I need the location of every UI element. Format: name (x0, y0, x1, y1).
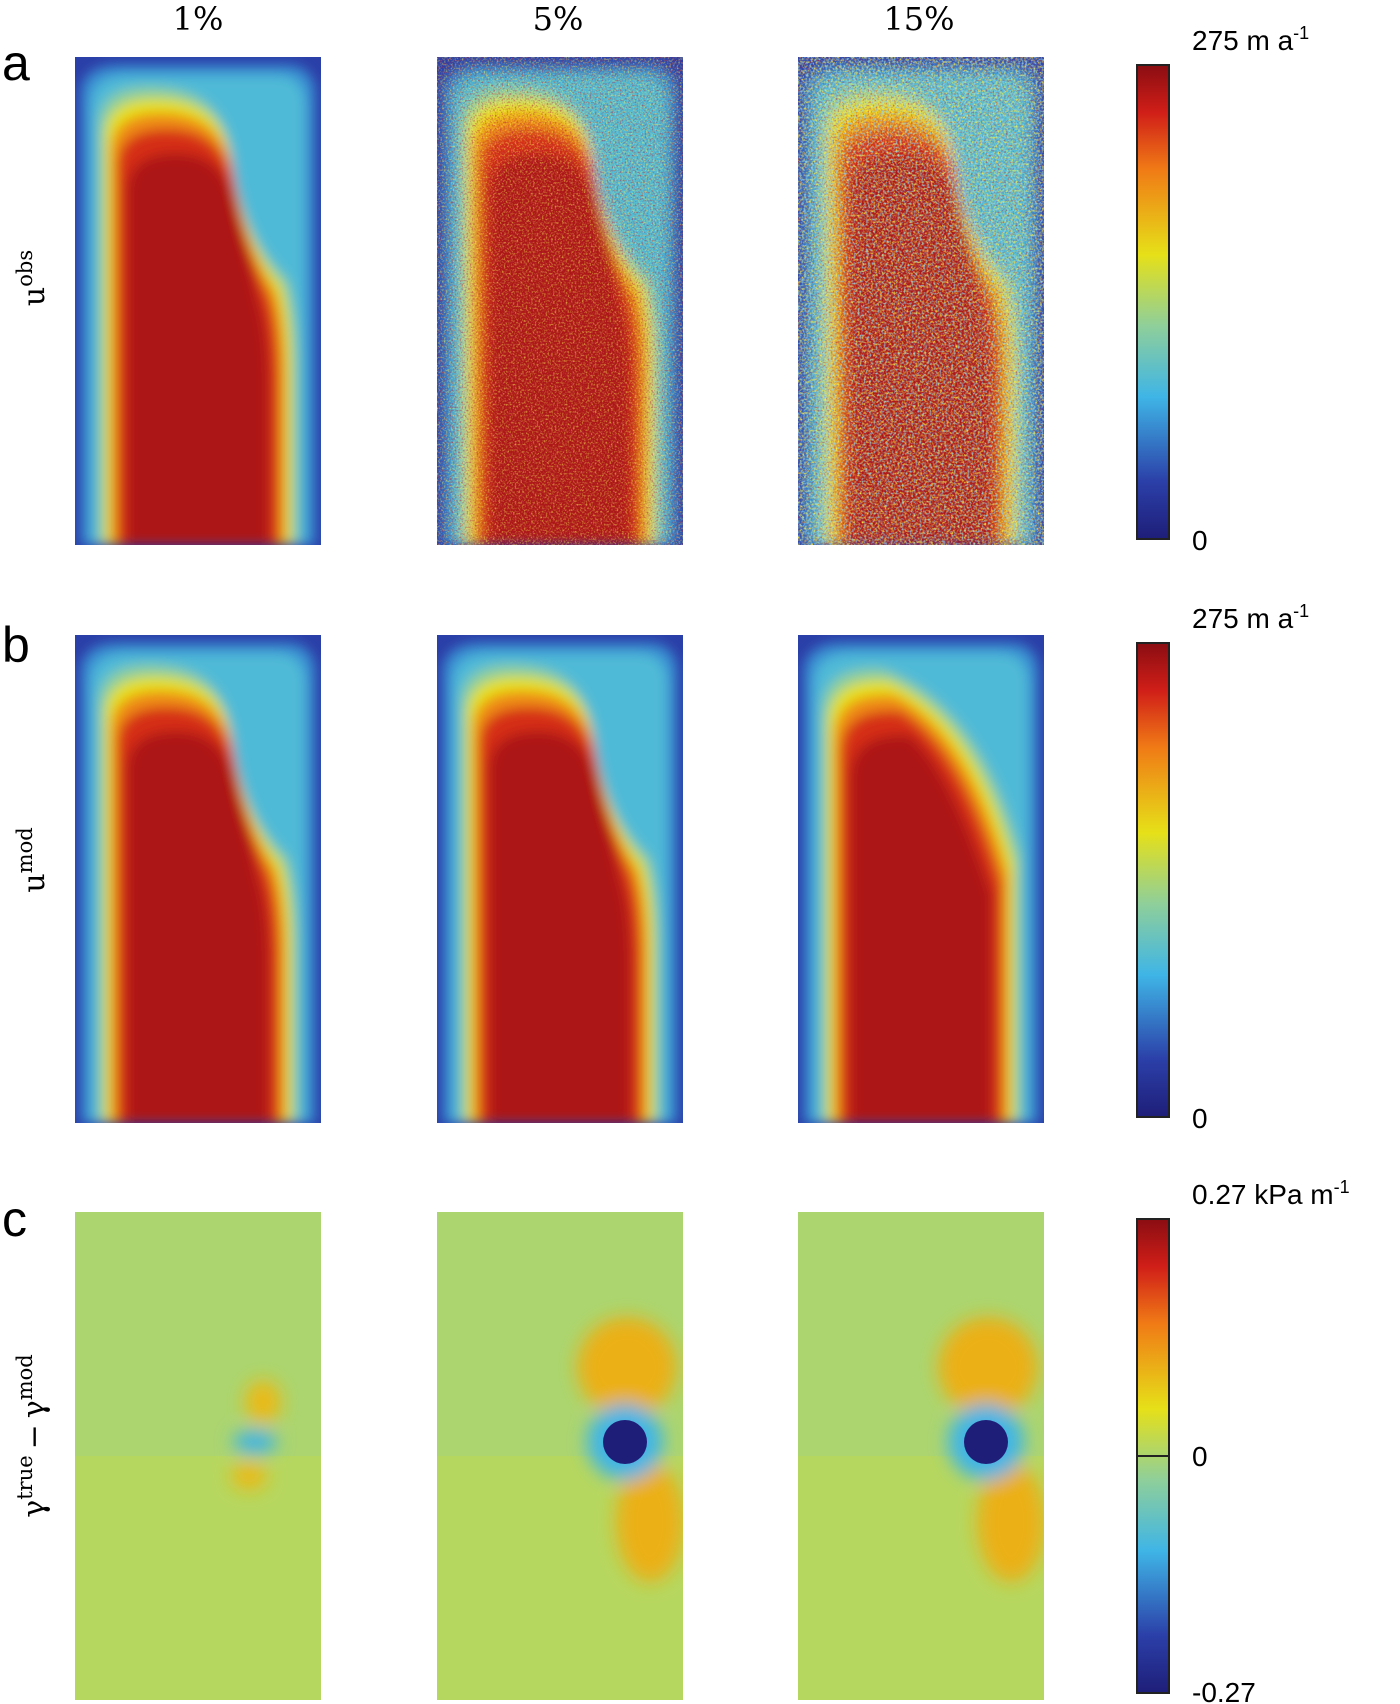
row-label-a-base: u (17, 287, 52, 306)
row-label-c-base: γ (17, 1500, 52, 1518)
panel-b-5pct (437, 635, 683, 1123)
panel-b-15pct-contour-7 (850, 734, 992, 1123)
svg-text:0.27 kPa m-1: 0.27 kPa m-1 (1192, 1177, 1350, 1210)
colorbar-c-min-label: -0.27 (1192, 1677, 1256, 1704)
panel-c-5pct-lower-lobe (616, 1462, 683, 1582)
panel-a-5pct-noise-dark (437, 57, 683, 545)
panel-c-1pct-lower-tone (75, 1456, 321, 1700)
column-header-2: 5% (533, 0, 584, 38)
row-label-c-base2: γ (17, 1400, 52, 1418)
colorbar-b-max-label: 275 m a (1192, 603, 1294, 634)
panel-a-15pct-noise-cool (798, 57, 1044, 545)
panel-grid (75, 57, 1044, 1700)
colorbar-a-max-sup: -1 (1293, 23, 1309, 43)
panel-c-5pct-upper-lobe (577, 1317, 677, 1417)
row-label-c-sup2: mod (13, 1354, 37, 1400)
panel-c-1pct (75, 1212, 321, 1700)
column-header-1: 1% (173, 0, 224, 38)
panel-c-15pct-lower-lobe (977, 1462, 1044, 1582)
row-label-a-sup: obs (13, 250, 37, 287)
svg-text:γtrue−γmod: γtrue−γmod (13, 1354, 52, 1517)
panel-c-1pct-minimum (233, 1430, 277, 1454)
colorbar-b-max-sup: -1 (1293, 601, 1309, 621)
row-label-b-sup: mod (13, 827, 37, 873)
colorbar-b-min-label: 0 (1192, 1103, 1208, 1134)
panel-c-15pct-upper-lobe (938, 1317, 1038, 1417)
panel-b-1pct-contour-7 (127, 731, 269, 1123)
colorbar-c-mid-label: 0 (1192, 1441, 1208, 1472)
colorbar-c-max-label: 0.27 kPa m (1192, 1179, 1334, 1210)
panel-c-1pct-lower-lobe (231, 1462, 267, 1490)
row-label-a: uobs (13, 250, 52, 306)
colorbar-a-max-label: 275 m a (1192, 25, 1294, 56)
column-header-3: 15% (883, 0, 954, 38)
row-label-c-minus: − (17, 1424, 52, 1449)
panel-c-1pct-upper-lobe (245, 1380, 281, 1424)
svg-text:275 m a-1: 275 m a-1 (1192, 23, 1309, 56)
svg-text:uobs: uobs (13, 250, 52, 306)
row-label-c: γtrue−γmod (13, 1354, 52, 1517)
row-letter-b: b (2, 617, 30, 673)
column-headers: 1% 5% 15% (173, 0, 955, 38)
row-label-c-sup: true (13, 1455, 37, 1499)
colorbar-b-gradient (1136, 642, 1170, 1118)
colorbar-c: 0.27 kPa m-1 0 -0.27 (1136, 1177, 1350, 1704)
panel-b-15pct (798, 635, 1044, 1123)
colorbar-a: 275 m a-1 0 (1136, 23, 1309, 556)
panel-a-1pct (75, 57, 321, 545)
panel-b-5pct-contour-7 (489, 731, 631, 1123)
panel-c-15pct-minimum (964, 1420, 1008, 1464)
svg-text:umod: umod (13, 827, 52, 892)
colorbar-a-min-label: 0 (1192, 525, 1208, 556)
svg-text:275 m a-1: 275 m a-1 (1192, 601, 1309, 634)
row-letter-c: c (2, 1191, 27, 1247)
colorbar-b: 275 m a-1 0 (1136, 601, 1309, 1134)
panel-a-5pct (437, 57, 683, 545)
panel-b-1pct (75, 635, 321, 1123)
colorbar-a-gradient (1136, 64, 1170, 540)
panel-a-15pct (798, 57, 1044, 545)
panel-c-5pct (437, 1212, 683, 1700)
panel-c-15pct (798, 1212, 1044, 1700)
row-label-b-base: u (17, 873, 52, 892)
row-label-b: umod (13, 827, 52, 892)
colorbar-c-max-sup: -1 (1334, 1177, 1350, 1197)
panel-a-1pct-contour-7 (127, 153, 269, 545)
row-letter-a: a (2, 35, 30, 91)
panel-c-5pct-minimum (603, 1420, 647, 1464)
